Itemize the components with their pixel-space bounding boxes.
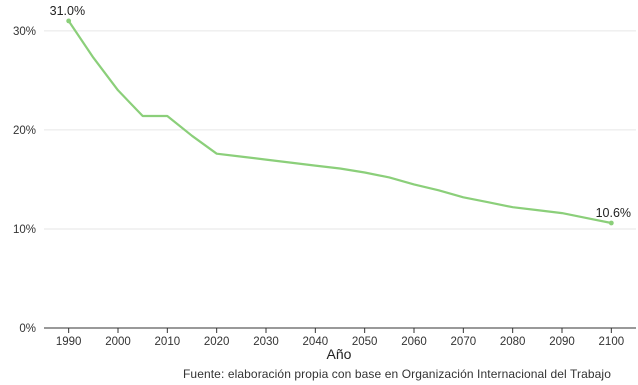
data-point-marker [608,220,614,226]
series-line [67,19,613,225]
y-axis-ticks: 0% 10% 20% 30% [13,26,36,335]
data-labels: 31.0% 10.6% [50,4,631,226]
data-label: 10.6% [596,206,631,220]
x-tick-label: 2030 [253,336,279,348]
x-tick-label: 2040 [303,336,329,348]
y-tick-label: 10% [13,224,36,236]
x-tick-label: 2090 [549,336,575,348]
x-tick-label: 2010 [155,336,181,348]
data-label: 31.0% [50,4,85,18]
data-point-marker [66,18,72,24]
y-tick-label: 30% [13,26,36,38]
x-axis-title: Año [327,346,352,362]
source-note: Fuente: elaboración propia con base en O… [183,367,611,381]
x-tick-label: 1990 [56,336,82,348]
x-tick-label: 2070 [451,336,477,348]
x-tick-label: 2000 [105,336,131,348]
y-tick-label: 0% [19,323,36,335]
x-axis-ticks: 1990 2000 2010 2020 2030 2040 2050 2060 2070 2080… [56,328,624,348]
x-tick-label: 2060 [401,336,427,348]
gridlines [44,30,636,230]
y-tick-label: 20% [13,125,36,137]
x-tick-label: 2050 [352,336,378,348]
x-tick-label: 2020 [204,336,230,348]
x-tick-label: 2080 [500,336,526,348]
x-tick-label: 2100 [599,336,625,348]
